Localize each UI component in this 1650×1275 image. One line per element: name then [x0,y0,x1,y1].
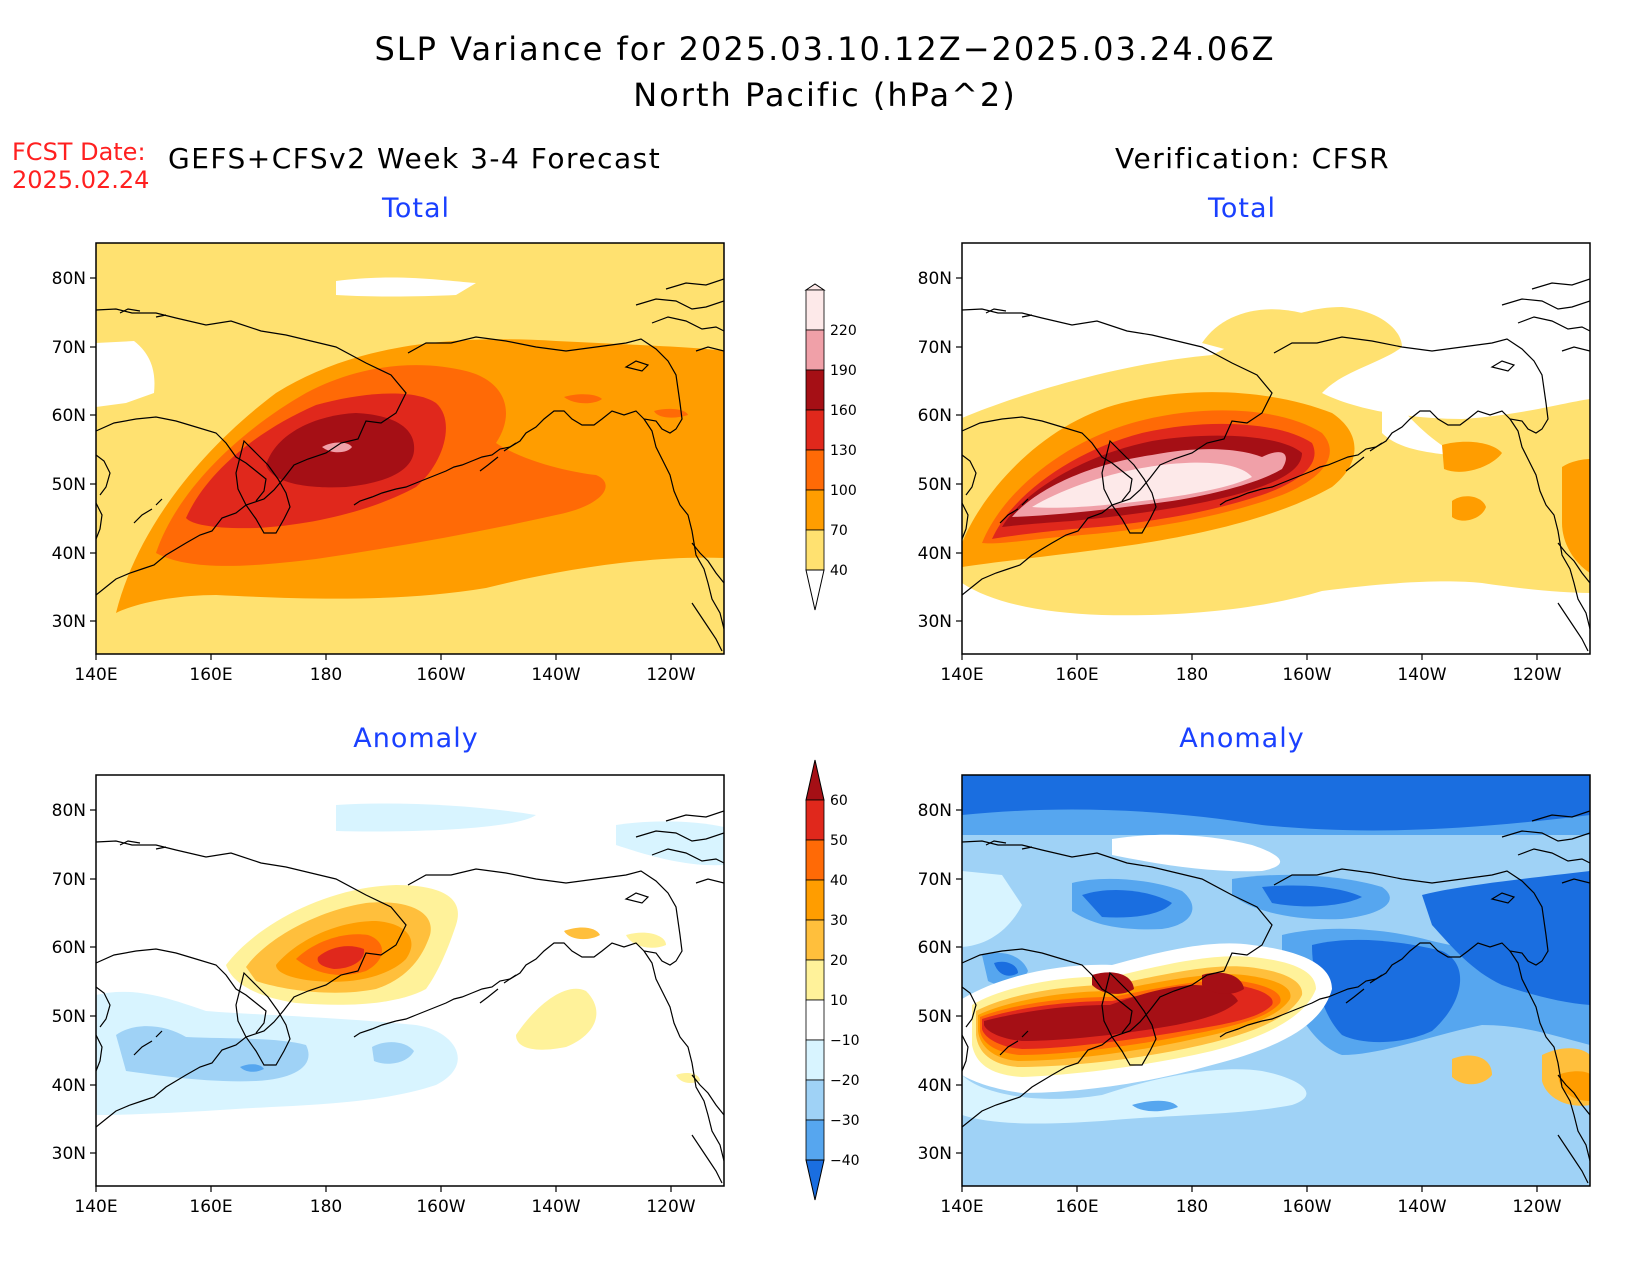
lat-tick-label: 30N [918,612,952,632]
lat-tick-label: 40N [52,1076,86,1096]
lat-tick-label: 70N [52,338,86,358]
colorbar-label: 160 [830,403,857,419]
lon-tick-label: 140W [1397,1197,1446,1217]
forecast-date-label: FCST Date: [12,138,146,166]
colorbar-label: 70 [830,523,848,539]
colorbar-swatch [805,529,825,571]
lat-tick-label: 50N [52,1007,86,1027]
forecast-date: FCST Date: 2025.02.24 [12,138,149,194]
colorbar-label: 40 [830,563,848,579]
colorbar-swatch [805,959,825,1001]
forecast-anomaly-map [96,775,724,1186]
lon-tick-label: 180 [310,665,342,685]
lon-tick-label: 140W [531,665,580,685]
colorbar-label: −20 [830,1073,860,1089]
lat-tick-label: 60N [52,938,86,958]
lon-tick-label: 120W [646,665,695,685]
lat-tick-label: 40N [918,544,952,564]
lon-tick-label: 140E [74,665,117,685]
colorbar-label: −30 [830,1113,860,1129]
colorbar-label: 40 [830,873,848,889]
lon-tick-label: 160W [416,665,465,685]
forecast-date-value: 2025.02.24 [12,166,150,194]
lat-tick-label: 60N [52,406,86,426]
colorbar-swatch [805,489,825,531]
lon-tick-label: 180 [1176,1197,1208,1217]
forecast-heading: GEFS+CFSv2 Week 3-4 Forecast [168,142,662,175]
lat-tick-label: 40N [52,544,86,564]
colorbar-label: 60 [830,793,848,809]
colorbar-swatch [805,839,825,881]
colorbar-swatch [805,999,825,1041]
lon-tick-label: 120W [646,1197,695,1217]
lat-tick-label: 40N [918,1076,952,1096]
lat-tick-label: 80N [918,801,952,821]
panel-title-verification-total: Total [1207,193,1277,224]
colorbar-swatch [805,449,825,491]
lon-tick-label: 120W [1512,665,1561,685]
colorbar-label: 130 [830,443,857,459]
colorbar-swatch [805,919,825,961]
colorbar-label: 50 [830,833,848,849]
panel-title-forecast-anomaly: Anomaly [353,723,479,754]
colorbar-swatch [805,409,825,451]
lon-tick-label: 140W [1397,665,1446,685]
colorbar-label: 100 [830,483,857,499]
lon-tick-label: 140W [531,1197,580,1217]
lon-tick-label: 140E [940,1197,983,1217]
lat-tick-label: 50N [52,475,86,495]
lat-tick-label: 30N [52,1144,86,1164]
verification-anomaly-map [962,775,1590,1186]
colorbar-swatch [805,1039,825,1081]
panel-title-forecast-total: Total [381,193,451,224]
anomaly-colorbar: 60 50 40 30 20 10 −10 −20 −30 −40 [805,759,860,1201]
colorbar-swatch [805,369,825,411]
lon-tick-label: 160W [416,1197,465,1217]
lat-tick-label: 50N [918,475,952,495]
lat-tick-label: 80N [52,801,86,821]
lat-tick-label: 30N [918,1144,952,1164]
colorbar-swatch [805,289,825,331]
lat-tick-label: 50N [918,1007,952,1027]
lon-tick-label: 120W [1512,1197,1561,1217]
panel-title-verification-anomaly: Anomaly [1179,723,1305,754]
lon-tick-label: 160E [1055,1197,1098,1217]
colorbar-label: 190 [830,363,857,379]
lon-tick-label: 180 [1176,665,1208,685]
total-colorbar: 220 190 160 130 100 70 40 [804,283,857,611]
lat-tick-label: 70N [918,338,952,358]
colorbar-swatch [805,879,825,921]
colorbar-label: 10 [830,993,848,1009]
lon-tick-label: 180 [310,1197,342,1217]
forecast-total-map [96,243,724,654]
verification-heading: Verification: CFSR [1115,142,1391,175]
colorbar-label: 20 [830,953,848,969]
chart-title-line2: North Pacific (hPa^2) [633,76,1017,114]
colorbar-swatch [805,1119,825,1161]
lon-tick-label: 160W [1282,1197,1331,1217]
lat-tick-label: 70N [918,870,952,890]
lon-tick-label: 140E [940,665,983,685]
verification-total-map [962,243,1590,654]
lon-tick-label: 140E [74,1197,117,1217]
colorbar-swatch [805,329,825,371]
lat-tick-label: 80N [52,269,86,289]
chart-title-line1: SLP Variance for 2025.03.10.12Z−2025.03.… [374,30,1276,68]
lat-tick-label: 60N [918,406,952,426]
lon-tick-label: 160E [1055,665,1098,685]
colorbar-swatch [805,799,825,841]
lon-tick-label: 160W [1282,665,1331,685]
lon-tick-label: 160E [189,1197,232,1217]
lat-tick-label: 80N [918,269,952,289]
colorbar-label: −10 [830,1033,860,1049]
colorbar-label: 30 [830,913,848,929]
lat-tick-label: 30N [52,612,86,632]
colorbar-swatch [805,1079,825,1121]
colorbar-label: 220 [830,323,857,339]
colorbar-label: −40 [830,1153,860,1169]
lon-tick-label: 160E [189,665,232,685]
lat-tick-label: 60N [918,938,952,958]
lat-tick-label: 70N [52,870,86,890]
